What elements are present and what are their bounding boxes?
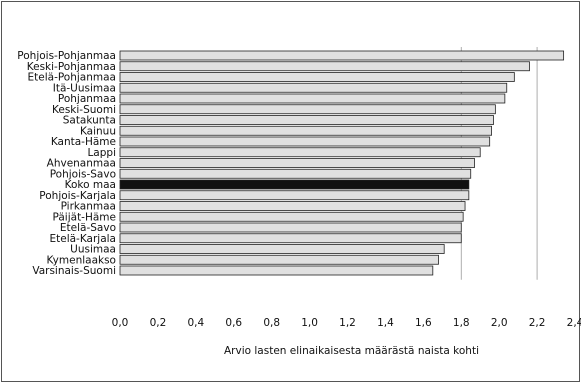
x-tick-label: 1,2 <box>339 317 356 329</box>
x-tick-label: 2,2 <box>529 317 546 329</box>
category-label: Itä-Uusimaa <box>53 82 116 94</box>
category-labels: Pohjois-PohjanmaaKeski-PohjanmaaEtelä-Po… <box>17 50 116 277</box>
bar-lappi <box>119 147 481 158</box>
category-label: Pohjois-Pohjanmaa <box>17 50 116 62</box>
bar-varsinais-suomi <box>119 265 434 276</box>
bar-pohjois-karjala <box>119 190 470 201</box>
bar-satakunta <box>119 115 494 125</box>
category-label: Etelä-Savo <box>60 222 116 234</box>
category-label: Lappi <box>87 147 116 159</box>
x-axis-title: Arvio lasten elinaikaisesta määrästä nai… <box>224 345 479 357</box>
bar-pohjois-pohjanmaa <box>119 50 565 61</box>
x-tick-label: 1,8 <box>453 317 470 329</box>
category-label: Satakunta <box>63 115 116 127</box>
category-label: Varsinais-Suomi <box>32 265 116 277</box>
category-label: Keski-Pohjanmaa <box>27 61 116 73</box>
bar-etelä-pohjanmaa <box>119 72 515 82</box>
x-tick-label: 1,6 <box>415 317 432 329</box>
bar-pohjanmaa <box>119 93 506 104</box>
x-tick-labels: 0,0 0,2 0,4 0,6 0,8 1,0 1,2 1,4 1,6 1,8 2,0 2,2 2,4 <box>112 317 581 329</box>
bar-keski-suomi <box>119 104 496 115</box>
bar-kainuu <box>119 125 492 136</box>
bar-keski-pohjanmaa <box>119 61 530 72</box>
bar-kanta-häme <box>119 136 491 147</box>
bar-ahvenanmaa <box>119 158 475 168</box>
x-tick-label: 0,8 <box>263 317 280 329</box>
category-label: Kainuu <box>80 125 116 137</box>
category-label: Päijät-Häme <box>53 211 117 223</box>
category-label: Ahvenanmaa <box>47 158 116 170</box>
x-tick-label: 2,0 <box>491 317 508 329</box>
bar-itä-uusimaa <box>119 82 508 93</box>
category-label: Pirkanmaa <box>61 201 116 213</box>
bar-etelä-karjala <box>119 233 462 244</box>
bar-pirkanmaa <box>119 201 466 211</box>
category-label: Uusimaa <box>70 244 116 256</box>
category-label: Pohjois-Karjala <box>39 190 116 202</box>
x-tick-label: 0,6 <box>225 317 242 329</box>
bar-uusimaa <box>119 244 445 254</box>
x-tick-label: 0,4 <box>187 317 204 329</box>
bars-group <box>119 50 565 276</box>
x-tick-label: 0,2 <box>150 317 167 329</box>
x-tick-label: 1,4 <box>377 317 394 329</box>
category-label: Keski-Suomi <box>52 104 116 116</box>
category-label: Kymenlaakso <box>47 254 116 266</box>
bar-päijät-häme <box>119 211 464 222</box>
bar-pohjois-savo <box>119 168 472 179</box>
bar-kymenlaakso <box>119 254 439 265</box>
x-tick-label: 2,4 <box>567 317 581 329</box>
category-label: Pohjois-Savo <box>50 168 116 180</box>
x-tick-label: 0,0 <box>112 317 129 329</box>
category-label: Pohjanmaa <box>58 93 116 105</box>
bar-koko-maa <box>119 179 470 190</box>
bar-etelä-savo <box>119 222 462 233</box>
category-label: Kanta-Häme <box>51 136 116 148</box>
x-tick-label: 1,0 <box>301 317 318 329</box>
category-label: Etelä-Pohjanmaa <box>28 72 117 84</box>
category-label: Koko maa <box>65 179 116 191</box>
category-label: Etelä-Karjala <box>49 233 116 245</box>
